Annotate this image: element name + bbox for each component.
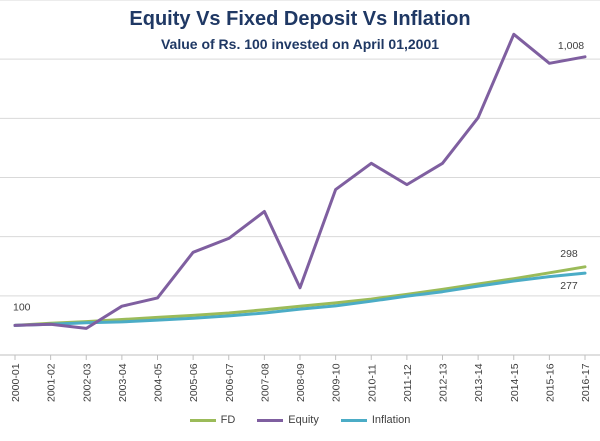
x-tick-label: 2001-02 bbox=[46, 363, 58, 402]
x-tick-label: 2013-14 bbox=[473, 363, 485, 402]
legend-swatch-inflation bbox=[340, 418, 367, 422]
data-label-equity: 1,008 bbox=[558, 40, 584, 52]
gridlines bbox=[0, 0, 600, 297]
legend-swatch-equity bbox=[257, 418, 284, 422]
legend-label-equity: Equity bbox=[288, 414, 319, 426]
x-tick-label: 2000-01 bbox=[10, 363, 22, 402]
legend-item-inflation[interactable]: Inflation bbox=[340, 414, 411, 426]
legend-label-inflation: Inflation bbox=[371, 414, 411, 426]
series-lines bbox=[13, 32, 587, 330]
legend-label-fd: FD bbox=[220, 414, 236, 426]
x-tick-label: 2003-04 bbox=[117, 363, 129, 402]
x-axis: 2000-01 2001-02 2002-03 2003-04 2004-05 2005-… bbox=[0, 354, 600, 402]
x-tick-label: 2006-07 bbox=[224, 363, 236, 402]
legend-swatch-fd bbox=[189, 418, 216, 422]
series-line-inflation[interactable] bbox=[13, 271, 587, 327]
data-label-equity: 100 bbox=[13, 301, 31, 313]
legend-item-fd[interactable]: FD bbox=[189, 414, 236, 426]
series-line-equity[interactable] bbox=[13, 32, 587, 330]
chart-subtitle: Value of Rs. 100 invested on April 01,20… bbox=[160, 36, 440, 52]
x-tick-label: 2015-16 bbox=[544, 363, 556, 402]
data-label-inflation: 277 bbox=[560, 280, 578, 292]
legend: FD Equity Inflation bbox=[0, 414, 600, 426]
x-tick-label: 2012-13 bbox=[438, 363, 450, 402]
x-tick-label: 2010-11 bbox=[366, 364, 378, 402]
x-tick-label: 2002-03 bbox=[81, 363, 93, 402]
data-labels: 100 1,008 298 277 bbox=[13, 40, 584, 314]
series-line-fd[interactable] bbox=[13, 265, 587, 327]
x-tick-label: 2005-06 bbox=[188, 363, 200, 402]
x-tick-label: 2007-08 bbox=[259, 363, 271, 402]
data-label-fd: 298 bbox=[560, 248, 578, 260]
x-tick-label: 2016-17 bbox=[580, 363, 592, 402]
x-tick-label: 2009-10 bbox=[331, 363, 343, 402]
chart-title: Equity Vs Fixed Deposit Vs Inflation bbox=[129, 8, 471, 30]
x-tick-label: 2004-05 bbox=[153, 363, 165, 402]
x-tick-label: 2014-15 bbox=[509, 363, 521, 402]
legend-item-equity[interactable]: Equity bbox=[257, 414, 319, 426]
x-tick-label: 2008-09 bbox=[295, 363, 307, 402]
x-tick-label: 2011-12 bbox=[402, 364, 414, 402]
